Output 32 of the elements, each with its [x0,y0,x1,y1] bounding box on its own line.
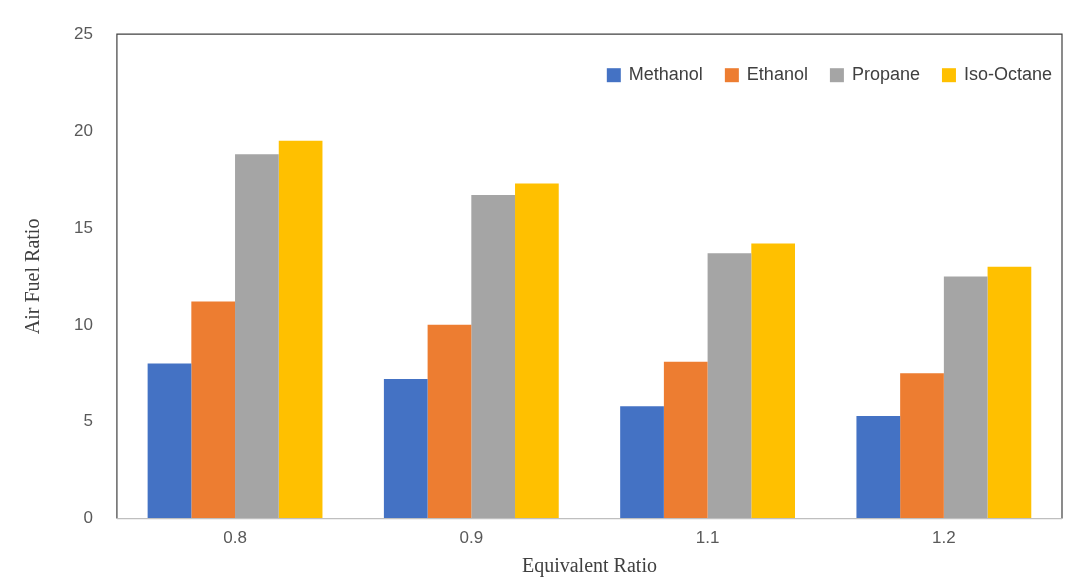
x-tick-label: 0.9 [459,528,484,548]
bar [987,266,1032,519]
bar [707,253,752,519]
legend-label: Methanol [628,64,703,85]
y-tick-label: 20 [73,120,93,140]
y-axis-title: Air Fuel Ratio [21,218,44,335]
bar [191,301,236,519]
bar [663,361,708,519]
bar [943,276,988,519]
bar [147,363,192,519]
bar [427,324,472,519]
bar [235,154,279,519]
bar [900,373,944,519]
y-tick-label: 0 [83,508,93,528]
y-tick-label: 25 [73,23,93,43]
y-tick-label: 15 [73,217,93,237]
bar [856,415,901,519]
x-axis-title: Equivalent Ratio [521,554,657,578]
bar [383,379,428,519]
bar [751,243,796,519]
bar [471,195,516,519]
bar [620,406,664,519]
bar [515,183,559,519]
y-tick-label: 5 [83,411,93,431]
x-tick-label: 1.2 [932,528,956,548]
legend-label: Propane [851,64,920,85]
legend-label: Iso-Octane [963,64,1053,85]
bar [278,140,323,519]
y-tick-label: 10 [73,314,93,334]
x-tick-label: 1.1 [695,528,720,548]
legend-label: Ethanol [746,64,808,85]
x-tick-label: 0.8 [223,528,247,548]
